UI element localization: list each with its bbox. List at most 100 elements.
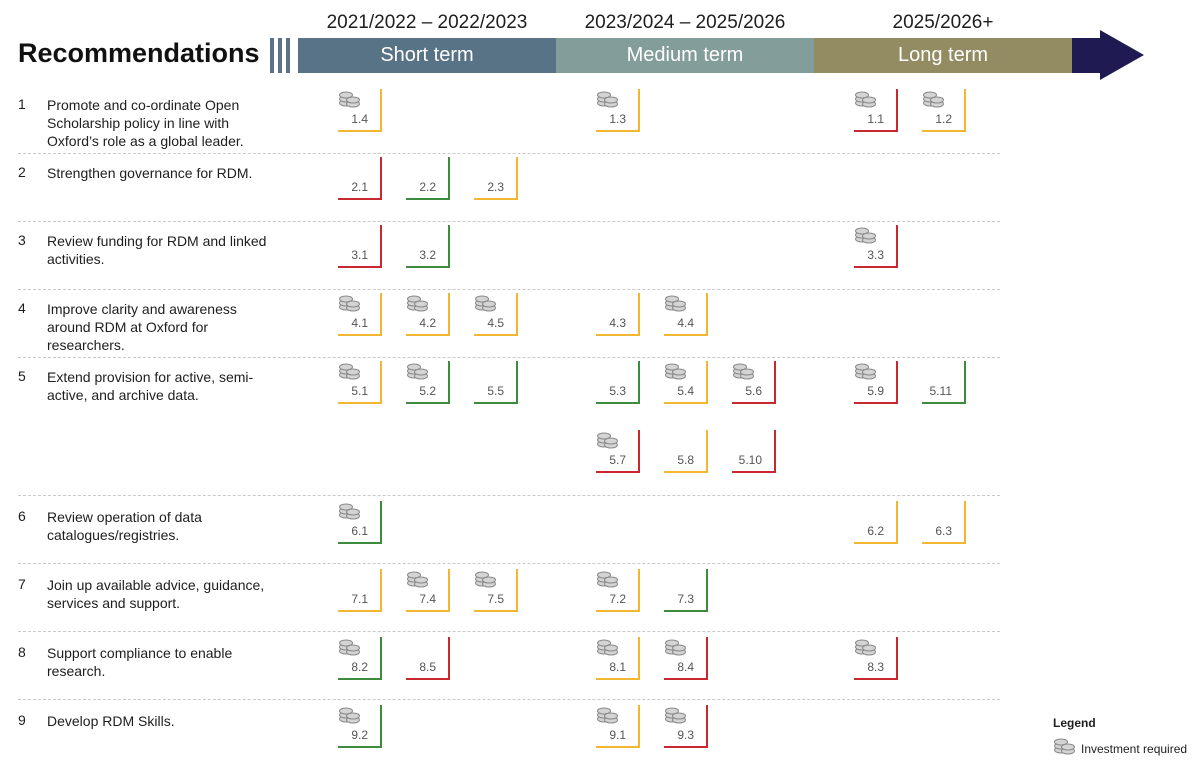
coins-icon [596,569,620,594]
action-item-3-1: 3.1 [338,225,382,268]
action-item-label: 2.2 [419,180,436,194]
coins-icon [854,361,878,386]
action-item-label: 1.4 [351,112,368,126]
action-item-5-7: 5.7 [596,430,640,473]
row-divider [18,495,1000,496]
coins-icon [854,89,878,114]
coins-icon [474,293,498,318]
recommendation-text: Join up available advice, guidance, serv… [47,577,265,611]
recommendation-text: Review operation of data catalogues/regi… [47,509,202,543]
action-item-6-3: 6.3 [922,501,966,544]
action-item-label: 6.2 [867,524,884,538]
action-item-label: 5.11 [929,384,952,398]
action-item-3-2: 3.2 [406,225,450,268]
band-short-term: Short term [298,38,556,73]
action-item-label: 5.5 [487,384,504,398]
action-item-label: 5.7 [609,453,626,467]
action-item-label: 5.10 [738,453,762,467]
action-item-8-5: 8.5 [406,637,450,680]
action-item-7-1: 7.1 [338,569,382,612]
action-item-3-3: 3.3 [854,225,898,268]
action-item-label: 7.4 [419,592,436,606]
period-medium-range: 2023/2024 – 2025/2026 [584,12,786,33]
recommendation-number: 7 [18,576,26,592]
row-divider [18,631,1000,632]
action-item-6-1: 6.1 [338,501,382,544]
period-long-range: 2025/2026+ [892,12,994,33]
action-item-label: 5.1 [351,384,368,398]
recommendation-number: 2 [18,164,26,180]
coins-icon [922,89,946,114]
recommendation-text: Support compliance to enable research. [47,645,233,679]
coins-icon [664,361,688,386]
coins-icon [1053,736,1077,761]
coins-icon [338,637,362,662]
recommendation-number: 9 [18,712,26,728]
row-divider [18,699,1000,700]
row-divider [18,289,1000,290]
recommendation-number: 8 [18,644,26,660]
action-item-8-1: 8.1 [596,637,640,680]
recommendation-number: 5 [18,368,26,384]
coins-icon [338,361,362,386]
coins-icon [732,361,756,386]
action-item-7-5: 7.5 [474,569,518,612]
action-item-label: 7.5 [487,592,504,606]
coins-icon [854,637,878,662]
coins-icon [338,705,362,730]
coins-icon [406,569,430,594]
recommendation-text: Develop RDM Skills. [47,713,175,729]
coins-icon [596,89,620,114]
action-item-label: 9.2 [351,728,368,742]
action-item-5-10: 5.10 [732,430,776,473]
action-item-5-2: 5.2 [406,361,450,404]
action-item-label: 4.1 [351,316,368,330]
action-item-8-3: 8.3 [854,637,898,680]
period-short-range: 2021/2022 – 2022/2023 [326,12,528,33]
action-item-label: 3.1 [351,248,368,262]
coins-icon [406,293,430,318]
action-item-label: 5.2 [419,384,436,398]
action-item-1-4: 1.4 [338,89,382,132]
recommendation-text: Promote and co-ordinate Open Scholarship… [47,97,244,149]
page-title: Recommendations [18,38,260,68]
action-item-5-8: 5.8 [664,430,708,473]
action-item-label: 1.3 [609,112,626,126]
action-item-7-3: 7.3 [664,569,708,612]
action-item-4-5: 4.5 [474,293,518,336]
action-item-5-4: 5.4 [664,361,708,404]
action-item-5-11: 5.11 [922,361,966,404]
recommendation-text: Improve clarity and awareness around RDM… [47,301,237,353]
action-item-label: 6.1 [351,524,368,538]
action-item-label: 4.5 [487,316,504,330]
row-divider [18,221,1000,222]
recommendation-number: 4 [18,300,26,316]
action-item-5-9: 5.9 [854,361,898,404]
action-item-7-4: 7.4 [406,569,450,612]
coins-icon [854,225,878,250]
action-item-label: 8.5 [419,660,436,674]
row-divider [18,563,1000,564]
action-item-7-2: 7.2 [596,569,640,612]
action-item-label: 4.4 [677,316,694,330]
recommendation-number: 1 [18,96,26,112]
action-item-1-2: 1.2 [922,89,966,132]
action-item-6-2: 6.2 [854,501,898,544]
action-item-5-1: 5.1 [338,361,382,404]
action-item-label: 4.3 [609,316,626,330]
action-item-5-5: 5.5 [474,361,518,404]
coins-icon [596,705,620,730]
action-item-label: 7.2 [609,592,626,606]
action-item-label: 2.3 [487,180,504,194]
action-item-2-2: 2.2 [406,157,450,200]
action-item-label: 5.6 [745,384,762,398]
action-item-label: 7.1 [351,592,368,606]
coins-icon [664,637,688,662]
timeline-arrow-body [1072,38,1102,73]
action-item-label: 5.3 [609,384,626,398]
action-item-1-3: 1.3 [596,89,640,132]
action-item-5-3: 5.3 [596,361,640,404]
action-item-label: 7.3 [677,592,694,606]
action-item-2-3: 2.3 [474,157,518,200]
action-item-label: 4.2 [419,316,436,330]
